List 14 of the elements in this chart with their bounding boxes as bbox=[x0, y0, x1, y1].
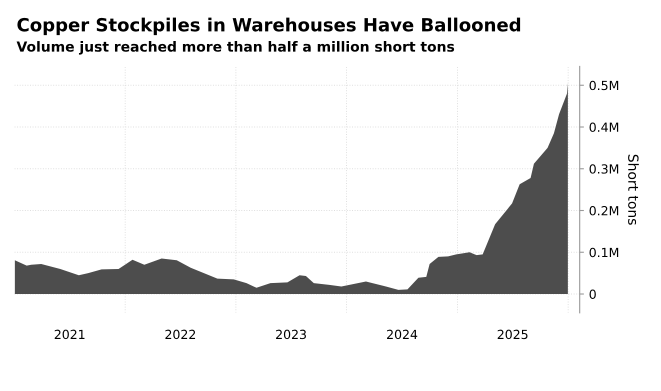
y-tick-label: 0.5M bbox=[590, 80, 618, 90]
x-tick-label: 2021 bbox=[54, 330, 84, 340]
y-tick-label: 0.3M bbox=[590, 164, 618, 174]
chart-subtitle: Volume just reached more than half a million short tons bbox=[16, 41, 454, 55]
chart-title: Copper Stockpiles in Warehouses Have Ballooned bbox=[17, 18, 520, 36]
y-tick-label: 0 bbox=[590, 289, 596, 299]
x-tick-label: 2024 bbox=[387, 330, 418, 340]
y-tick-label: 0.4M bbox=[590, 122, 618, 132]
x-tick-label: 2023 bbox=[276, 330, 306, 340]
x-tick-label: 2022 bbox=[165, 330, 196, 340]
x-tick-label: 2025 bbox=[498, 330, 528, 340]
y-tick-label: 0.2M bbox=[590, 206, 618, 216]
y-axis-title: Short tons bbox=[628, 154, 639, 225]
y-tick-label: 0.1M bbox=[590, 248, 618, 258]
